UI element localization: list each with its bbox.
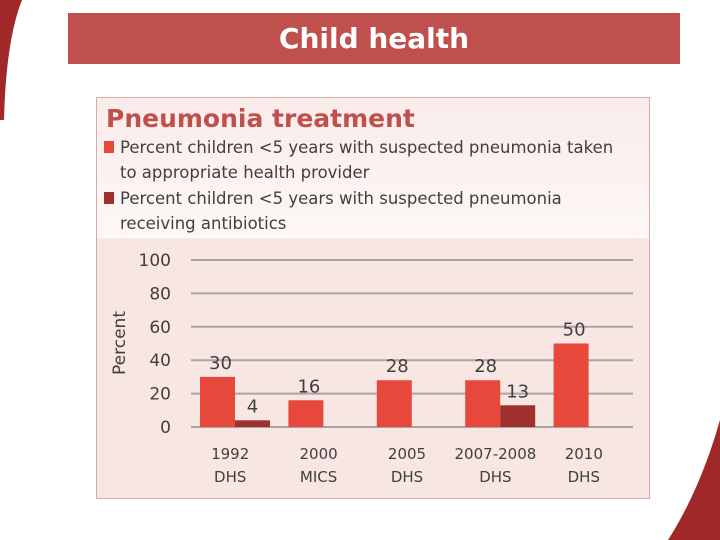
- y-tick-label: 40: [149, 351, 171, 371]
- bar-provider-3: [465, 380, 501, 427]
- y-axis-title: Percent: [110, 311, 130, 375]
- legend-swatch-provider: [104, 141, 114, 153]
- bar-chart: 0 20 40 60 80 100 30 4 1992 DHS 16 2000 MICS 28 2005 DH…: [110, 251, 633, 486]
- x-tick-label: DHS: [391, 468, 423, 486]
- y-tick-label: 20: [149, 385, 171, 405]
- data-label: 16: [297, 376, 320, 397]
- header-bar: Child health: [68, 13, 680, 64]
- bar-provider-4: [553, 343, 589, 427]
- bar-provider-1: [288, 400, 324, 427]
- bar-provider-0: [200, 376, 235, 427]
- data-label: 4: [247, 396, 258, 417]
- corner-decoration-left: [0, 0, 22, 120]
- corner-decoration-right: [668, 420, 720, 540]
- data-label: 28: [386, 356, 409, 377]
- x-tick-label: MICS: [300, 468, 337, 486]
- legend-swatch-antibiotics: [104, 192, 114, 204]
- chart-panel: Pneumonia treatment Percent children <5 …: [96, 97, 650, 499]
- y-tick-label: 0: [160, 418, 171, 438]
- chart-title: Pneumonia treatment: [106, 104, 415, 133]
- x-tick-label: 1992: [211, 445, 249, 463]
- x-tick-label: 2005: [388, 445, 426, 463]
- page-title: Child health: [278, 22, 470, 55]
- legend-label-provider: Percent children <5 years with suspected…: [120, 138, 614, 182]
- data-label: 30: [209, 353, 232, 374]
- data-label: 50: [563, 320, 586, 341]
- data-label: 28: [474, 356, 497, 377]
- bar-antibiotics-3: [500, 405, 536, 427]
- legend-label-antibiotics: Percent children <5 years with suspected…: [120, 189, 562, 233]
- y-tick-label: 60: [149, 318, 171, 338]
- chart-header-area: [97, 98, 649, 238]
- x-tick-label: 2000: [300, 445, 338, 463]
- x-tick-label: 2007-2008: [455, 445, 537, 463]
- x-tick-label: DHS: [214, 468, 246, 486]
- y-tick-label: 80: [149, 284, 171, 304]
- x-tick-label: 2010: [565, 445, 603, 463]
- bar-antibiotics-0: [235, 420, 270, 427]
- x-tick-label: DHS: [479, 468, 511, 486]
- y-tick-label: 100: [139, 251, 171, 271]
- x-tick-label: DHS: [568, 468, 600, 486]
- bar-provider-2: [376, 380, 412, 427]
- data-label: 13: [506, 381, 529, 402]
